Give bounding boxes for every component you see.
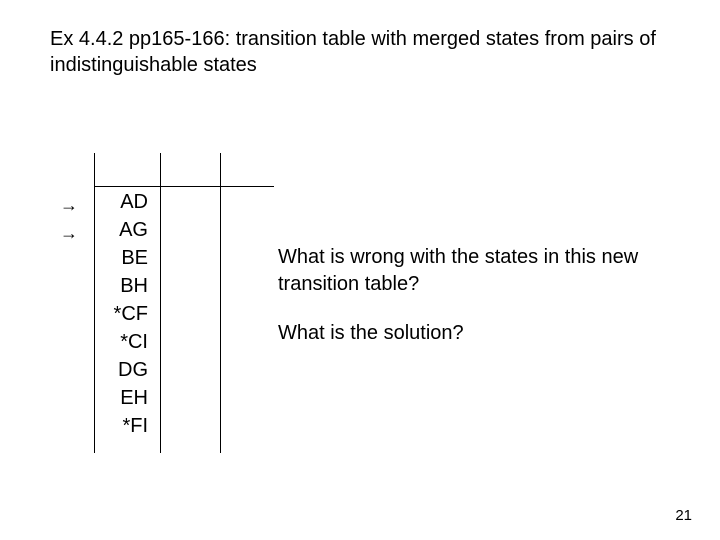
table-vline-3 (220, 153, 221, 453)
state-FI: *FI (100, 412, 148, 440)
start-arrow-2: → (60, 224, 78, 242)
question-1: What is wrong with the states in this ne… (278, 244, 672, 298)
page-number: 21 (675, 507, 692, 524)
state-EH: EH (100, 384, 148, 412)
start-arrow-1: → (60, 196, 78, 214)
state-CF: *CF (100, 300, 148, 328)
table-vline-2 (160, 153, 161, 453)
table-vline-1 (94, 153, 95, 453)
table-hline-1 (94, 186, 274, 187)
state-column: AD AG BE BH *CF *CI DG EH *FI (100, 188, 148, 440)
state-DG: DG (100, 356, 148, 384)
question-2: What is the solution? (278, 320, 672, 347)
state-BH: BH (100, 272, 148, 300)
state-BE: BE (100, 244, 148, 272)
state-CI: *CI (100, 328, 148, 356)
state-AG: AG (100, 216, 148, 244)
state-AD: AD (100, 188, 148, 216)
slide-title: Ex 4.4.2 pp165-166: transition table wit… (50, 26, 670, 78)
question-block: What is wrong with the states in this ne… (278, 244, 672, 369)
